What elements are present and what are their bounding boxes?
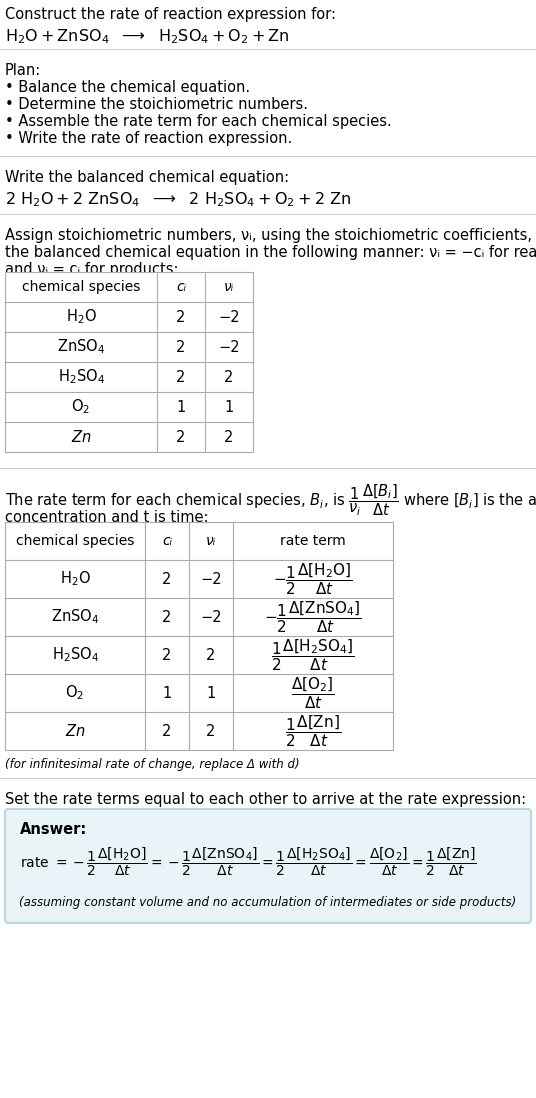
Text: $\dfrac{1}{2}\dfrac{\Delta[\mathregular{H_2SO_4}]}{\Delta t}$: $\dfrac{1}{2}\dfrac{\Delta[\mathregular{… (271, 637, 355, 673)
Text: $\mathregular{O_2}$: $\mathregular{O_2}$ (65, 684, 85, 703)
Text: 2: 2 (224, 370, 234, 384)
Text: The rate term for each chemical species, $B_i$, is $\dfrac{1}{\nu_i}\dfrac{\Delt: The rate term for each chemical species,… (5, 482, 536, 517)
Text: $\dfrac{1}{2}\dfrac{\Delta[\mathregular{Zn}]}{\Delta t}$: $\dfrac{1}{2}\dfrac{\Delta[\mathregular{… (285, 713, 341, 749)
Text: Construct the rate of reaction expression for:: Construct the rate of reaction expressio… (5, 7, 336, 22)
Text: $\mathregular{H_2SO_4}$: $\mathregular{H_2SO_4}$ (51, 646, 99, 664)
Text: cᵢ: cᵢ (176, 280, 186, 294)
Text: Plan:: Plan: (5, 63, 41, 78)
Text: 2: 2 (176, 429, 185, 445)
Text: Assign stoichiometric numbers, νᵢ, using the stoichiometric coefficients, cᵢ, fr: Assign stoichiometric numbers, νᵢ, using… (5, 228, 536, 243)
Text: 2: 2 (162, 609, 172, 625)
Bar (5, 272, 253, 452)
Text: 1: 1 (176, 400, 185, 415)
Text: νᵢ: νᵢ (206, 534, 216, 548)
Text: 1: 1 (225, 400, 234, 415)
Text: $\mathregular{H_2O}$: $\mathregular{H_2O}$ (59, 570, 91, 589)
Text: 2: 2 (176, 310, 185, 325)
Text: $-\dfrac{1}{2}\dfrac{\Delta[\mathregular{ZnSO_4}]}{\Delta t}$: $-\dfrac{1}{2}\dfrac{\Delta[\mathregular… (264, 600, 362, 635)
Text: Write the balanced chemical equation:: Write the balanced chemical equation: (5, 170, 289, 184)
Text: rate $= -\dfrac{1}{2}\dfrac{\Delta[\mathregular{H_2O}]}{\Delta t}= -\dfrac{1}{2}: rate $= -\dfrac{1}{2}\dfrac{\Delta[\math… (20, 845, 477, 878)
Text: the balanced chemical equation in the following manner: νᵢ = −cᵢ for reactants: the balanced chemical equation in the fo… (5, 245, 536, 260)
Text: $\dfrac{\Delta[\mathregular{O_2}]}{\Delta t}$: $\dfrac{\Delta[\mathregular{O_2}]}{\Delt… (291, 675, 335, 710)
Text: rate term: rate term (280, 534, 346, 548)
Text: −2: −2 (200, 609, 222, 625)
Text: −2: −2 (200, 571, 222, 586)
Text: 2: 2 (162, 571, 172, 586)
Text: • Determine the stoichiometric numbers.: • Determine the stoichiometric numbers. (5, 97, 308, 112)
Text: Set the rate terms equal to each other to arrive at the rate expression:: Set the rate terms equal to each other t… (5, 792, 526, 807)
Text: and νᵢ = cᵢ for products:: and νᵢ = cᵢ for products: (5, 262, 178, 277)
Text: $\mathregular{ZnSO_4}$: $\mathregular{ZnSO_4}$ (57, 338, 105, 357)
Text: 2: 2 (162, 648, 172, 662)
Text: $-\dfrac{1}{2}\dfrac{\Delta[\mathregular{H_2O}]}{\Delta t}$: $-\dfrac{1}{2}\dfrac{\Delta[\mathregular… (273, 561, 353, 597)
Text: chemical species: chemical species (22, 280, 140, 294)
Text: • Write the rate of reaction expression.: • Write the rate of reaction expression. (5, 131, 292, 146)
Text: $\mathregular{2\ H_2O + 2\ ZnSO_4}$  $\longrightarrow$  $\mathregular{2\ H_2SO_4: $\mathregular{2\ H_2O + 2\ ZnSO_4}$ $\lo… (5, 190, 351, 209)
Text: concentration and t is time:: concentration and t is time: (5, 509, 209, 525)
Text: chemical species: chemical species (16, 534, 134, 548)
Text: 2: 2 (176, 370, 185, 384)
Text: Answer:: Answer: (20, 822, 87, 837)
Text: 1: 1 (162, 685, 172, 701)
FancyBboxPatch shape (5, 809, 531, 923)
Text: 2: 2 (206, 724, 215, 739)
Text: • Assemble the rate term for each chemical species.: • Assemble the rate term for each chemic… (5, 114, 392, 128)
Bar (5, 522, 393, 750)
Text: −2: −2 (218, 310, 240, 325)
Text: $\mathregular{H_2O + ZnSO_4}$  $\longrightarrow$  $\mathregular{H_2SO_4 + O_2 + : $\mathregular{H_2O + ZnSO_4}$ $\longrigh… (5, 27, 290, 46)
Text: −2: −2 (218, 339, 240, 355)
Text: $\mathregular{O_2}$: $\mathregular{O_2}$ (71, 397, 91, 416)
Text: 2: 2 (162, 724, 172, 739)
Text: 2: 2 (176, 339, 185, 355)
Text: $\mathregular{H_2O}$: $\mathregular{H_2O}$ (65, 307, 96, 326)
Text: cᵢ: cᵢ (162, 534, 172, 548)
Text: 2: 2 (206, 648, 215, 662)
Text: • Balance the chemical equation.: • Balance the chemical equation. (5, 80, 250, 96)
Text: 2: 2 (224, 429, 234, 445)
Text: (assuming constant volume and no accumulation of intermediates or side products): (assuming constant volume and no accumul… (19, 896, 517, 909)
Text: $Zn$: $Zn$ (65, 722, 85, 739)
Text: $\mathregular{ZnSO_4}$: $\mathregular{ZnSO_4}$ (51, 607, 99, 626)
Text: $\mathregular{H_2SO_4}$: $\mathregular{H_2SO_4}$ (57, 368, 105, 386)
Text: νᵢ: νᵢ (224, 280, 234, 294)
Text: (for infinitesimal rate of change, replace Δ with d): (for infinitesimal rate of change, repla… (5, 758, 300, 771)
Text: 1: 1 (206, 685, 215, 701)
Text: $Zn$: $Zn$ (71, 429, 91, 445)
